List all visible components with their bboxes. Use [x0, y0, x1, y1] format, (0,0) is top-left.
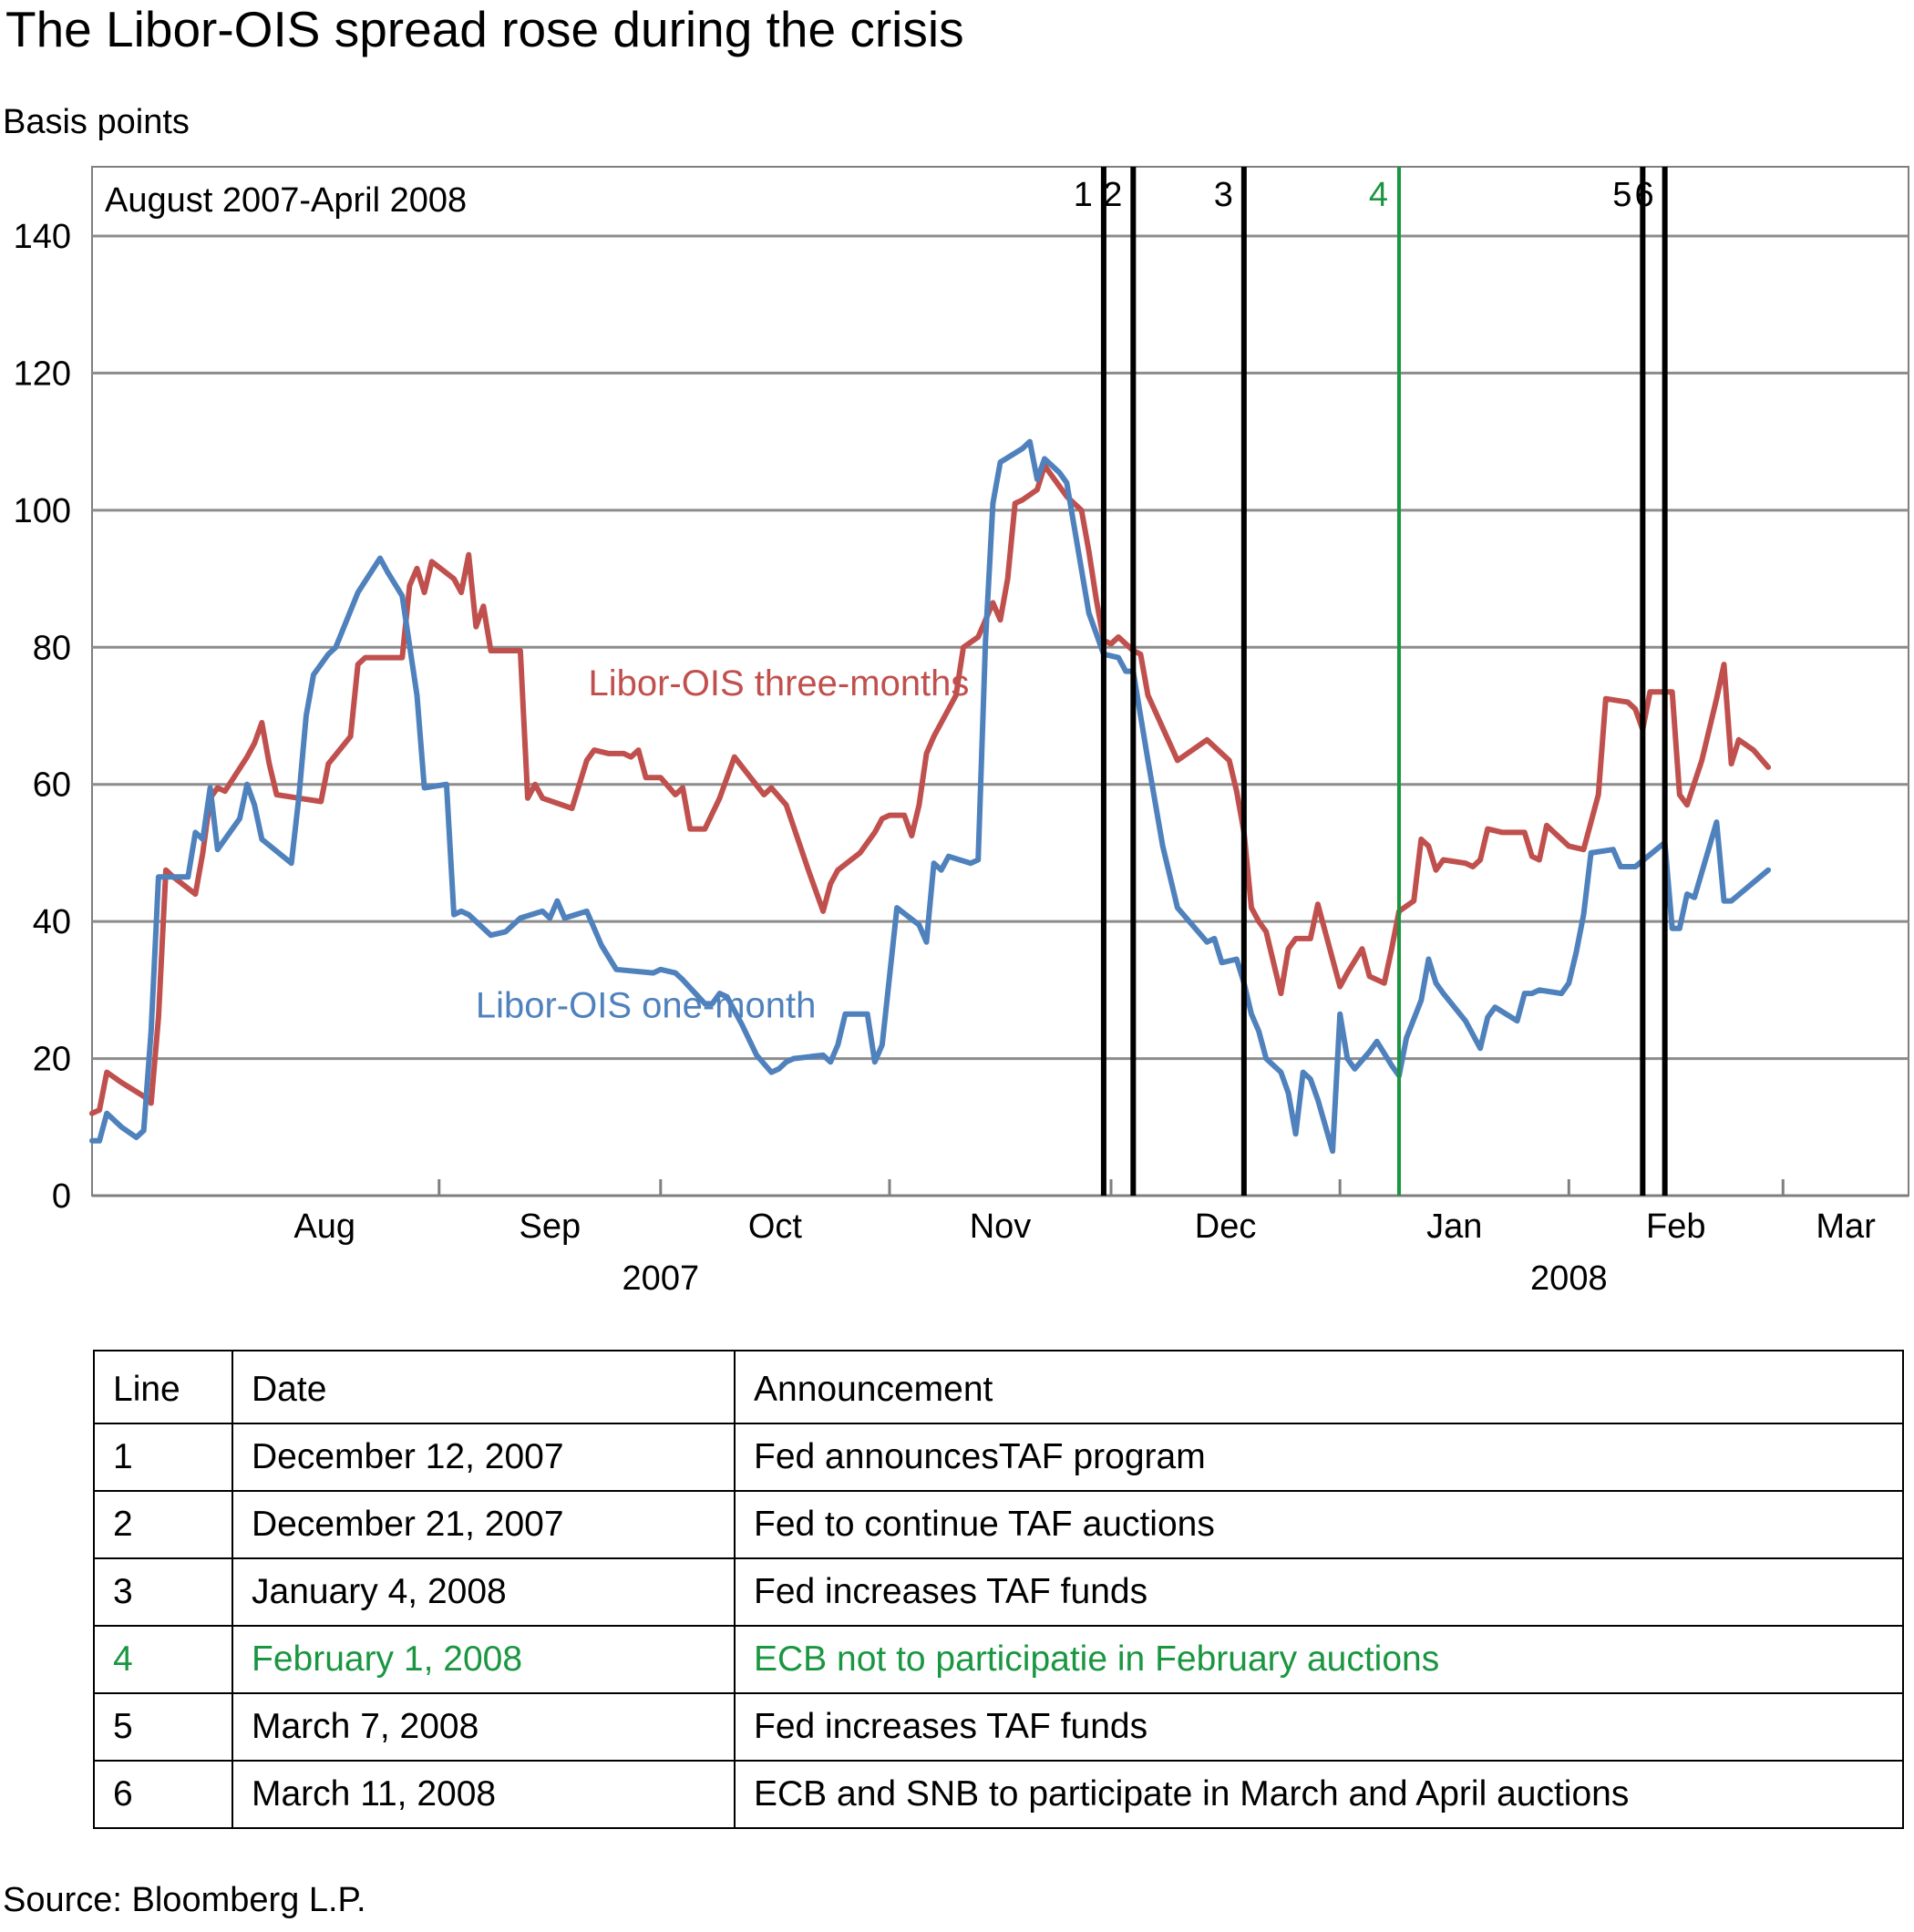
table-header-row: Line Date Announcement: [94, 1350, 1903, 1424]
event-line-label: 6: [1635, 176, 1654, 214]
cell-date: February 1, 2008: [232, 1625, 735, 1694]
table-row: 2 December 21, 2007 Fed to continue TAF au…: [94, 1490, 1903, 1559]
cell-line: 5: [94, 1692, 232, 1762]
event-line-label: 2: [1103, 176, 1122, 214]
x-tick-label: Dec: [1195, 1208, 1257, 1246]
table-row: 1 December 12, 2007 Fed announcesTAF progr…: [94, 1423, 1903, 1492]
y-axis-tick-labels: 0 20 40 60 80 100 120 140: [14, 218, 71, 1216]
cell-date: December 21, 2007: [232, 1490, 735, 1559]
table-row: 4 February 1, 2008 ECB not to participatie…: [94, 1625, 1903, 1694]
cell-date: March 7, 2008: [232, 1692, 735, 1762]
cell-announcement: ECB and SNB to participate in March and …: [734, 1760, 1903, 1829]
cell-announcement: Fed increases TAF funds: [734, 1692, 1903, 1762]
cell-announcement: Fed announcesTAF program: [734, 1423, 1903, 1492]
cell-line: 1: [94, 1423, 232, 1492]
cell-announcement: Fed to continue TAF auctions: [734, 1490, 1903, 1559]
cell-date: January 4, 2008: [232, 1557, 735, 1627]
x-tick-label: Nov: [970, 1208, 1032, 1246]
x-tick-label: Aug: [293, 1208, 355, 1246]
x-tick-label: Sep: [519, 1208, 581, 1246]
series-label-three-months: Libor-OIS three-months: [588, 663, 969, 704]
x-tick-label: Oct: [748, 1208, 803, 1246]
cell-line: 2: [94, 1490, 232, 1559]
y-tick-label: 60: [33, 766, 71, 805]
y-axis-unit-label: Basis points: [3, 103, 190, 141]
chart-title: The Libor-OIS spread rose during the cri…: [5, 1, 964, 57]
event-line-label: 4: [1369, 176, 1388, 214]
source-note: Source: Bloomberg L.P.: [3, 1881, 366, 1919]
cell-line: 6: [94, 1760, 232, 1829]
cell-line: 4: [94, 1625, 232, 1694]
series-line-three-months: [89, 463, 1772, 1116]
libor-ois-line-chart: 0 20 40 60 80 100 120 140 Aug Sep Oct Nov Dec Jan Feb…: [14, 166, 1909, 1298]
y-tick-label: 140: [14, 218, 71, 256]
series-labels: Libor-OIS three-months Libor-OIS one-mont…: [476, 663, 970, 1026]
y-tick-label: 120: [14, 355, 71, 393]
table-row: 3 January 4, 2008 Fed increases TAF funds: [94, 1557, 1903, 1627]
x-year-label: 2008: [1530, 1259, 1608, 1298]
cell-date: December 12, 2007: [232, 1423, 735, 1492]
table-row: 6 March 11, 2008 ECB and SNB to participat…: [94, 1760, 1903, 1829]
announcements-table: Line Date Announcement 1 December 12, 200…: [93, 1350, 1904, 1829]
gridlines: [92, 234, 1909, 1197]
x-axis: Aug Sep Oct Nov Dec Jan Feb Mar 2007 2008: [293, 1179, 1876, 1298]
y-tick-label: 80: [33, 629, 71, 667]
x-tick-label: Feb: [1646, 1208, 1705, 1246]
event-line-label: 1: [1074, 176, 1093, 214]
x-tick-label: Jan: [1426, 1208, 1482, 1246]
header-announcement: Announcement: [734, 1350, 1903, 1424]
series-lines: [89, 438, 1772, 1155]
y-tick-label: 0: [52, 1177, 71, 1216]
header-date: Date: [232, 1350, 735, 1424]
header-line: Line: [94, 1350, 232, 1424]
table-row: 5 March 7, 2008 Fed increases TAF funds: [94, 1692, 1903, 1762]
plot-frame: [91, 166, 1909, 1197]
x-year-label: 2007: [623, 1259, 700, 1298]
x-tick-label: Mar: [1816, 1208, 1876, 1246]
cell-announcement: Fed increases TAF funds: [734, 1557, 1903, 1627]
event-line-label: 5: [1612, 176, 1631, 214]
y-tick-label: 40: [33, 903, 71, 941]
series-label-one-month: Libor-OIS one-month: [476, 985, 817, 1025]
series-line-one-month: [89, 438, 1772, 1155]
cell-line: 3: [94, 1557, 232, 1627]
y-tick-label: 20: [33, 1041, 71, 1079]
event-line-label: 3: [1214, 176, 1233, 214]
cell-date: March 11, 2008: [232, 1760, 735, 1829]
date-range-label: August 2007-April 2008: [105, 181, 467, 220]
y-tick-label: 100: [14, 492, 71, 530]
cell-announcement: ECB not to participatie in February auct…: [734, 1625, 1903, 1694]
